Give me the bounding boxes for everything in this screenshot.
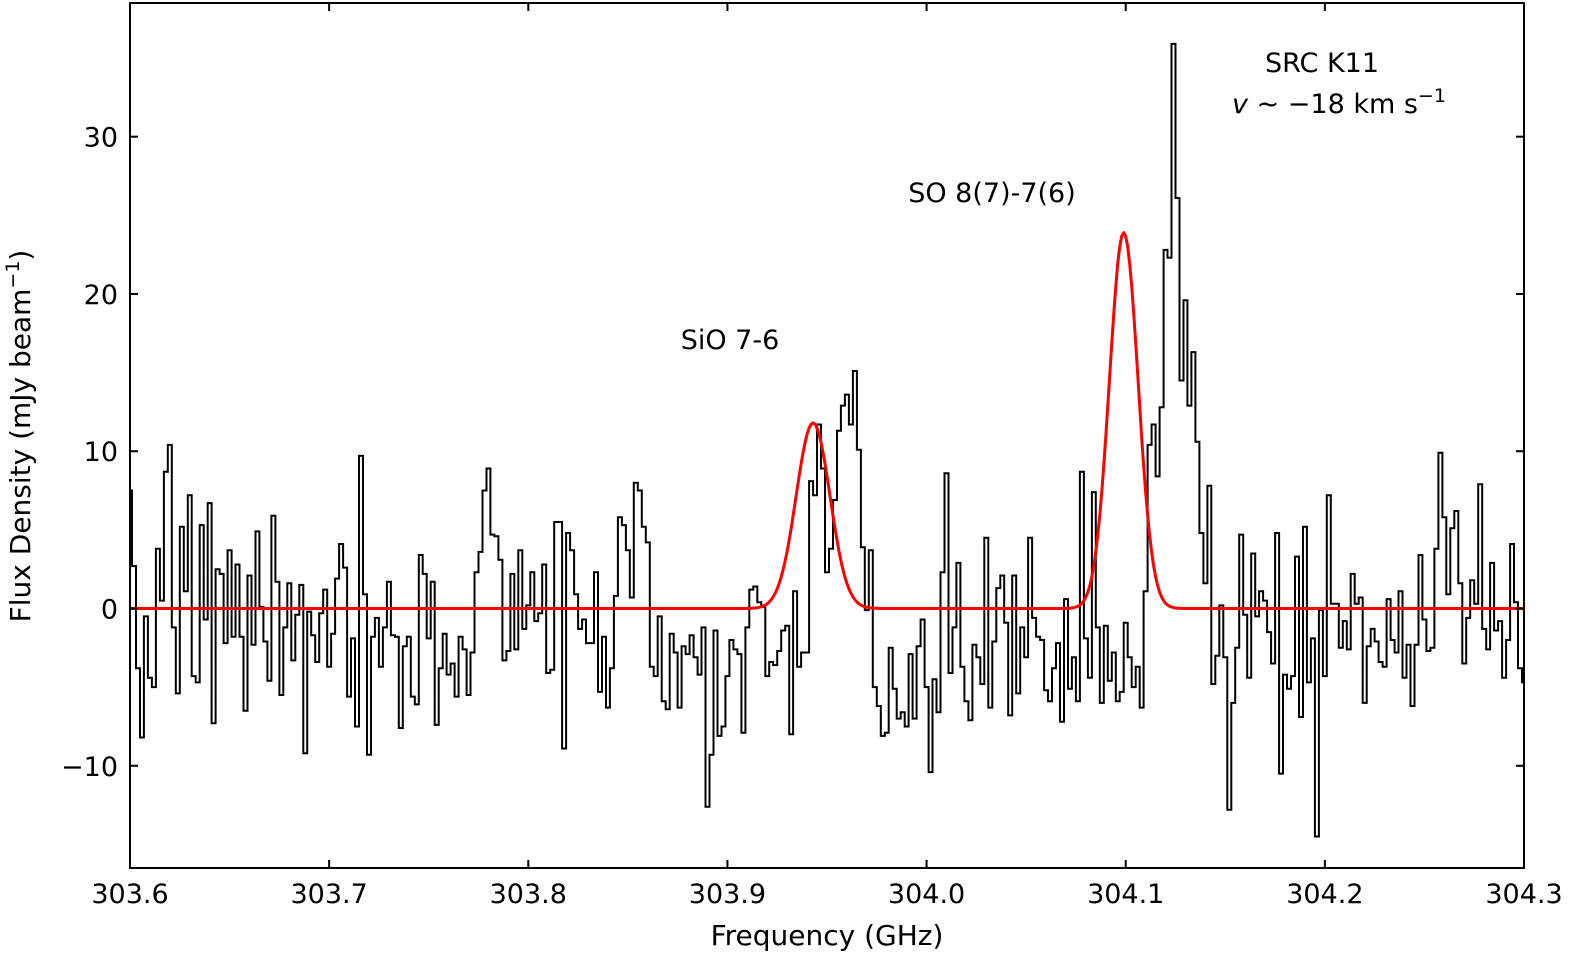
axis-ticks: 303.6 303.7 303.8 303.9 304.0 304.1 304.2 304.3… — [61, 3, 1563, 910]
y-tick-label: 20 — [84, 280, 118, 311]
y-axis-title-main: Flux Density (mJy beam — [4, 289, 37, 623]
annotation-so: SO 8(7)-7(6) — [908, 178, 1076, 209]
annotation-velocity: v ∼ −18 km s−1 — [1232, 85, 1446, 120]
x-tick-label: 303.6 — [91, 879, 168, 910]
x-tick-label: 304.1 — [1087, 879, 1164, 910]
x-tick-label: 304.0 — [888, 879, 965, 910]
velocity-unit-sup: −1 — [1418, 85, 1446, 107]
y-tick-label: −10 — [61, 752, 118, 783]
x-tick-label: 304.3 — [1485, 879, 1562, 910]
y-axis-title: Flux Density (mJy beam−1) — [2, 250, 37, 623]
x-tick-label: 303.8 — [490, 879, 567, 910]
y-tick-label: 10 — [84, 437, 118, 468]
x-tick-label: 304.2 — [1286, 879, 1363, 910]
x-tick-label: 303.9 — [689, 879, 766, 910]
annotation-sio: SiO 7-6 — [681, 325, 780, 356]
y-tick-label: 30 — [84, 123, 118, 154]
y-tick-label: 0 — [101, 595, 118, 626]
velocity-value: ∼ −18 km s — [1248, 89, 1418, 120]
y-axis-title-close: ) — [4, 250, 37, 261]
velocity-symbol: v — [1232, 89, 1249, 120]
x-tick-label: 303.7 — [290, 879, 367, 910]
observed-spectrum-line — [130, 42, 1525, 838]
gaussian-fit-line — [130, 231, 1524, 610]
x-axis-title: Frequency (GHz) — [711, 919, 944, 952]
y-axis-title-sup: −1 — [2, 261, 24, 289]
annotation-source: SRC K11 — [1265, 48, 1379, 79]
plot-area — [130, 42, 1525, 838]
plot-frame — [129, 2, 1525, 869]
